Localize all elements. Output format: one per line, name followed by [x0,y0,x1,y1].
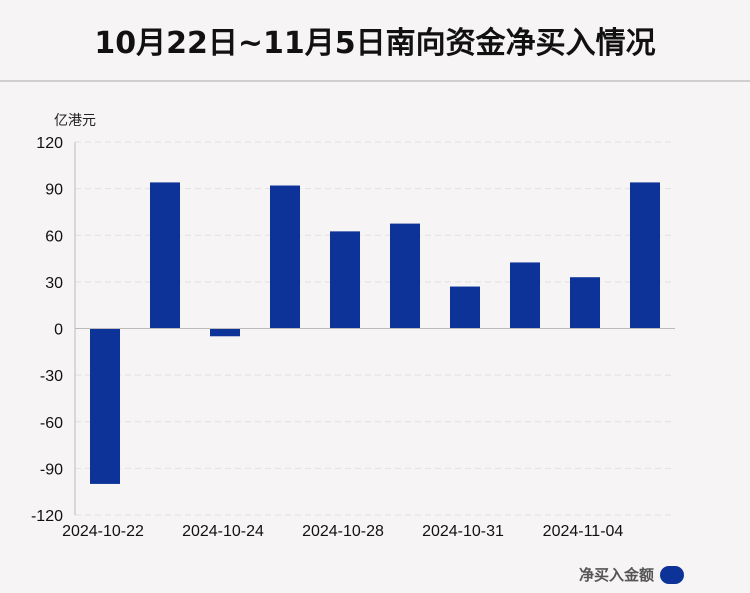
chart-title: 10月22日~11月5日南向资金净买入情况 [94,26,656,61]
y-tick-label: 60 [45,228,63,245]
title-divider [0,80,750,82]
bar [210,328,240,337]
y-tick-label: -30 [40,368,63,385]
bar [390,223,420,329]
x-tick-label: 2024-11-04 [543,523,624,540]
y-tick-label: -120 [31,508,63,525]
bar [630,182,660,329]
x-tick-label: 2024-10-28 [302,523,384,540]
y-tick-label: -60 [40,415,63,432]
bar [510,262,540,329]
x-tick-label: 2024-10-24 [182,523,264,540]
bar [330,231,360,329]
legend-label: 净买入金额 [578,566,654,584]
legend: 净买入金额 [579,564,684,585]
y-tick-label: 30 [45,275,63,292]
y-tick-label: -90 [40,461,63,478]
y-tick-label: 120 [36,135,63,152]
y-unit-label: 亿港元 [54,113,96,129]
y-tick-label: 90 [45,182,63,199]
legend-swatch [660,565,684,584]
y-tick-label: 0 [54,322,63,339]
bar [90,328,120,484]
bar [450,286,480,329]
x-tick-label: 2024-10-31 [422,523,504,540]
bar [150,182,180,329]
bar [570,277,600,329]
x-tick-label: 2024-10-22 [62,523,144,540]
bar [270,185,300,329]
